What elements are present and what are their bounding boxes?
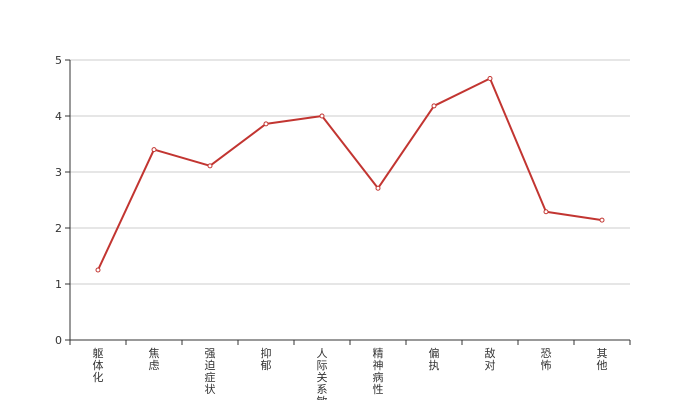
y-tick-label: 5 xyxy=(55,54,62,67)
data-point xyxy=(431,103,437,109)
x-tick-label: 躯体化 xyxy=(93,347,104,384)
series-line xyxy=(97,77,603,271)
data-point xyxy=(319,113,325,119)
x-tick-label: 焦虑 xyxy=(149,347,160,372)
x-tick-label: 其他 xyxy=(597,347,608,372)
y-tick-label: 0 xyxy=(55,334,62,347)
x-tick-label: 人际关系敏感 xyxy=(317,347,328,400)
x-tick-label: 偏执 xyxy=(429,346,440,372)
data-point xyxy=(375,185,381,191)
y-tick-label: 3 xyxy=(55,166,62,179)
x-tick-label: 精神病性 xyxy=(373,347,384,396)
y-tick-label: 2 xyxy=(55,222,62,235)
x-tick-label: 抑郁 xyxy=(261,346,272,372)
data-point xyxy=(543,209,549,215)
y-tick-label: 4 xyxy=(55,110,62,123)
data-point xyxy=(487,75,493,81)
data-point xyxy=(95,267,101,273)
x-tick-label: 强迫症状 xyxy=(205,347,216,396)
data-point xyxy=(599,217,605,223)
x-tick-label: 敌对 xyxy=(485,346,496,372)
x-tick-label: 恐怖 xyxy=(541,347,552,372)
data-point xyxy=(151,147,157,153)
y-tick-label: 1 xyxy=(55,278,62,291)
data-point xyxy=(263,121,269,127)
data-point xyxy=(207,163,213,169)
